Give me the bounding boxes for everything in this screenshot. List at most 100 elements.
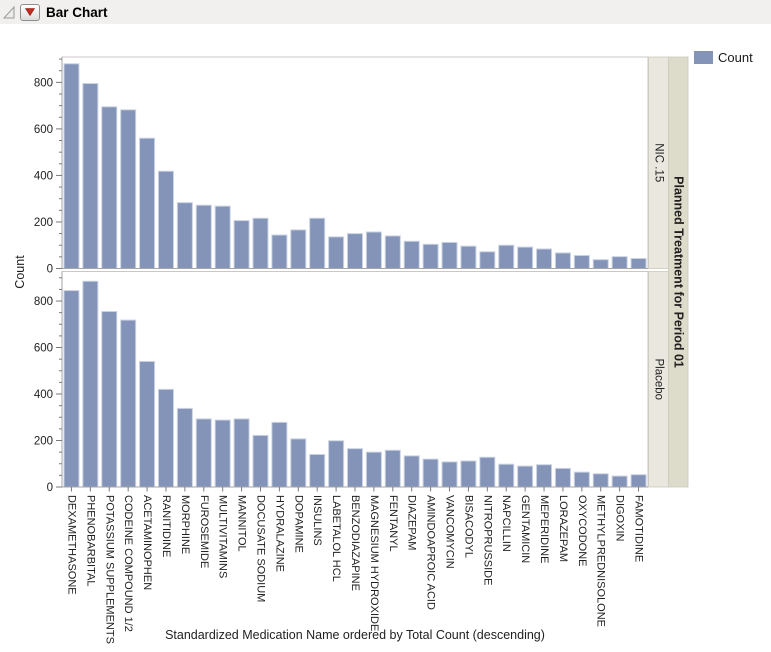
bar-Placebo-MULTIVITAMINS[interactable]	[214, 419, 231, 488]
bar-Placebo-MEPERIDINE[interactable]	[536, 464, 553, 488]
x-tick-label: MANNITOL	[236, 495, 248, 552]
x-tick-label: MAGNESIUM HYDROXIDE	[368, 495, 380, 631]
bar-NIC .15-OXYCODONE[interactable]	[573, 254, 590, 270]
x-tick-label: CODEINE COMPOUND 1/2	[122, 495, 134, 632]
x-tick-label: OXYCODONE	[576, 495, 588, 567]
report-title: Bar Chart	[46, 4, 108, 20]
red-triangle-icon	[25, 8, 35, 16]
bar-NIC .15-MORPHINE[interactable]	[176, 202, 193, 269]
y-tick-label: 400	[34, 389, 53, 401]
bar-NIC .15-POTASSIUM SUPPLEMENTS[interactable]	[101, 106, 118, 270]
bar-NIC .15-RANITIDINE[interactable]	[157, 170, 174, 270]
bar-NIC .15-BISACODYL[interactable]	[460, 245, 477, 270]
x-tick-label: NITROPRUSSIDE	[481, 495, 493, 585]
collapse-triangle-icon[interactable]	[2, 4, 16, 20]
bar-Placebo-RANITIDINE[interactable]	[157, 388, 174, 488]
bar-Placebo-POTASSIUM SUPPLEMENTS[interactable]	[101, 310, 118, 488]
y-tick-label: 0	[47, 482, 53, 494]
bar-NIC .15-MANNITOL[interactable]	[233, 220, 250, 270]
bar-Placebo-LABETALOL HCL[interactable]	[328, 440, 345, 488]
bar-Placebo-FAMOTIDINE[interactable]	[630, 474, 647, 488]
y-tick-label: 200	[34, 436, 53, 448]
bar-NIC .15-GENTAMICIN[interactable]	[517, 246, 534, 269]
bar-Placebo-OXYCODONE[interactable]	[573, 471, 590, 488]
bar-NIC .15-AMINDOAPROIC ACID[interactable]	[422, 243, 439, 270]
bar-NIC .15-VANCOMYCIN[interactable]	[441, 241, 458, 270]
bar-NIC .15-INSULINS[interactable]	[309, 217, 326, 270]
legend: Count	[694, 50, 753, 65]
x-tick-label: DOCUSATE SODIUM	[254, 495, 266, 602]
x-tick-label: LORAZEPAM	[557, 495, 569, 562]
panel-group-label: Planned Treatment for Period 01	[671, 176, 685, 368]
x-tick-label: MULTIVITAMINS	[217, 495, 229, 578]
bar-Placebo-DOCUSATE SODIUM[interactable]	[252, 434, 269, 488]
bar-NIC .15-DOPAMINE[interactable]	[290, 229, 307, 270]
bar-NIC .15-NAPCILLIN[interactable]	[498, 244, 515, 269]
bar-Placebo-MORPHINE[interactable]	[176, 407, 193, 488]
bar-NIC .15-DIGOXIN[interactable]	[611, 256, 628, 270]
bar-Placebo-DEXAMETHASONE[interactable]	[63, 290, 80, 488]
bar-Placebo-MANNITOL[interactable]	[233, 418, 250, 488]
x-tick-label: NAPCILLIN	[500, 495, 512, 552]
bar-NIC .15-FENTANYL[interactable]	[384, 235, 401, 269]
panel-label: NIC .15	[653, 143, 665, 182]
bar-Placebo-NAPCILLIN[interactable]	[498, 463, 515, 488]
x-tick-label: DOPAMINE	[292, 495, 304, 553]
bar-NIC .15-CODEINE COMPOUND 1/2[interactable]	[120, 109, 137, 269]
bar-Placebo-METHYLPREDNISOLONE[interactable]	[592, 473, 609, 488]
x-tick-label: BISACODYL	[462, 495, 474, 558]
bar-NIC .15-HYDRALAZINE[interactable]	[271, 234, 288, 269]
x-tick-label: PHENOBARBITAL	[84, 495, 96, 587]
x-tick-label: ACETAMINOPHEN	[141, 495, 153, 590]
y-tick-label: 600	[34, 124, 53, 136]
bar-Placebo-DIGOXIN[interactable]	[611, 475, 628, 488]
bar-NIC .15-LORAZEPAM[interactable]	[554, 252, 571, 270]
bar-NIC .15-LABETALOL HCL[interactable]	[328, 236, 345, 269]
bar-Placebo-BISACODYL[interactable]	[460, 460, 477, 488]
bar-NIC .15-MAGNESIUM HYDROXIDE[interactable]	[365, 231, 382, 269]
bar-Placebo-DIAZEPAM[interactable]	[403, 455, 420, 488]
bar-Placebo-AMINDOAPROIC ACID[interactable]	[422, 458, 439, 488]
bar-Placebo-BENZODIAZAPINE[interactable]	[347, 448, 363, 488]
bar-Placebo-PHENOBARBITAL[interactable]	[82, 280, 99, 488]
bar-Placebo-ACETAMINOPHEN[interactable]	[139, 360, 156, 488]
x-tick-label: METHYLPREDNISOLONE	[595, 495, 607, 627]
bar-Placebo-VANCOMYCIN[interactable]	[441, 461, 458, 488]
bar-NIC .15-DEXAMETHASONE[interactable]	[63, 63, 80, 269]
bar-Placebo-INSULINS[interactable]	[309, 453, 326, 488]
x-tick-label: AMINDOAPROIC ACID	[425, 495, 437, 610]
bar-Placebo-LORAZEPAM[interactable]	[554, 467, 571, 488]
x-tick-label: DIAZEPAM	[406, 495, 418, 550]
bar-NIC .15-FUROSEMIDE[interactable]	[195, 204, 212, 270]
bar-Placebo-MAGNESIUM HYDROXIDE[interactable]	[365, 451, 382, 488]
y-axis-title: Count	[13, 255, 27, 289]
outline-header: Bar Chart	[0, 0, 771, 24]
bar-NIC .15-BENZODIAZAPINE[interactable]	[347, 233, 363, 270]
bar-Placebo-DOPAMINE[interactable]	[290, 438, 307, 488]
bar-NIC .15-NITROPRUSSIDE[interactable]	[479, 251, 496, 269]
bar-Placebo-GENTAMICIN[interactable]	[517, 465, 534, 488]
x-tick-label: RANITIDINE	[160, 495, 172, 557]
bar-NIC .15-FAMOTIDINE[interactable]	[630, 258, 647, 269]
x-tick-label: DIGOXIN	[614, 495, 626, 542]
y-tick-label: 200	[34, 217, 53, 229]
legend-count-swatch[interactable]	[694, 51, 713, 64]
bar-Placebo-FENTANYL[interactable]	[384, 449, 401, 488]
bar-NIC .15-METHYLPREDNISOLONE[interactable]	[592, 259, 609, 270]
bar-NIC .15-MEPERIDINE[interactable]	[536, 248, 553, 270]
bar-NIC .15-ACETAMINOPHEN[interactable]	[139, 137, 156, 269]
bar-NIC .15-DOCUSATE SODIUM[interactable]	[252, 217, 269, 270]
bar-NIC .15-DIAZEPAM[interactable]	[403, 240, 420, 269]
panel-label: Placebo	[653, 358, 665, 400]
x-tick-label: POTASSIUM SUPPLEMENTS	[103, 495, 115, 644]
bar-Placebo-HYDRALAZINE[interactable]	[271, 421, 288, 488]
bar-Placebo-FUROSEMIDE[interactable]	[195, 418, 212, 488]
bar-Placebo-CODEINE COMPOUND 1/2[interactable]	[120, 319, 137, 488]
bar-Placebo-NITROPRUSSIDE[interactable]	[479, 456, 496, 488]
bar-NIC .15-PHENOBARBITAL[interactable]	[82, 83, 99, 269]
red-triangle-menu-button[interactable]	[20, 3, 40, 21]
panel-group-strip	[668, 56, 689, 488]
bar-NIC .15-MULTIVITAMINS[interactable]	[214, 205, 231, 269]
x-tick-label: FENTANYL	[387, 495, 399, 552]
